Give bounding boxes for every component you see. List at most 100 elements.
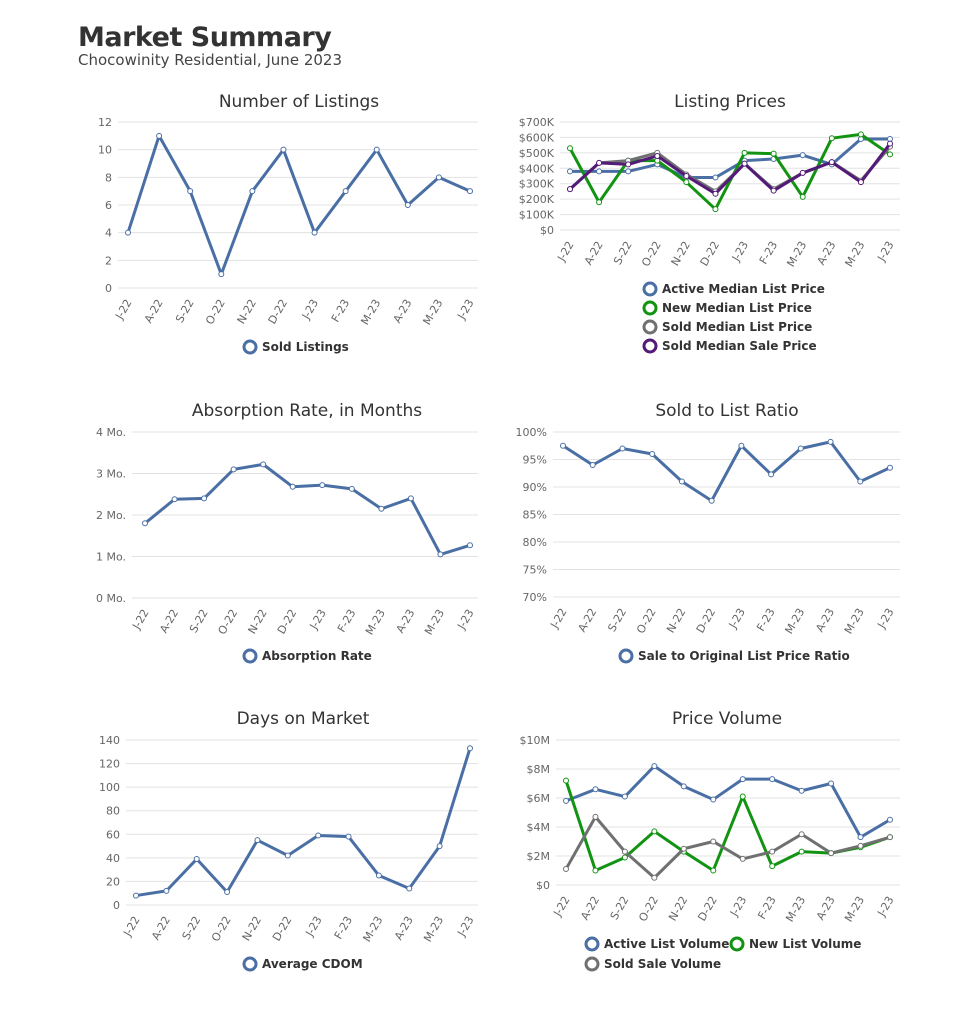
data-point (254, 837, 261, 844)
data-point (798, 831, 805, 838)
chart-days-on-market: Days on Market 0 20 40 60 80 100 120 140 J-22 A-22… (99, 709, 478, 972)
data-point (712, 206, 719, 213)
y-tick-label: 85% (523, 509, 547, 522)
x-tick-label: D-22 (694, 606, 718, 635)
x-tick-label: J-22 (112, 297, 134, 322)
data-point (560, 442, 566, 449)
x-tick-label: J-23 (303, 914, 325, 939)
chart-title: Number of Listings (219, 92, 379, 112)
data-point (887, 151, 893, 158)
chart-listing-prices: Listing Prices $0 $100K $200K $300K $400K $500… (519, 92, 900, 354)
legend-label: Sold Sale Volume (604, 957, 721, 971)
x-tick-label: A-23 (815, 239, 839, 267)
series-line (565, 764, 891, 839)
x-tick-label: A-22 (575, 606, 599, 634)
legend-marker-icon (642, 281, 658, 297)
legend-label: Sold Median List Price (662, 320, 812, 334)
x-tick-label: O-22 (636, 894, 661, 924)
series-line (570, 137, 890, 180)
data-point (741, 149, 748, 156)
x-tick-label: J-23 (874, 894, 896, 919)
data-point (280, 146, 287, 153)
y-tick-label: 120 (99, 758, 120, 771)
data-point (798, 848, 805, 855)
x-tick-label: M-23 (784, 239, 809, 269)
data-point (596, 168, 603, 175)
data-point (311, 229, 318, 236)
data-point (857, 179, 864, 186)
data-point (589, 462, 596, 468)
data-point (592, 786, 599, 793)
series-line (564, 815, 891, 880)
y-tick-label: $500K (519, 147, 555, 160)
data-point (163, 887, 170, 894)
data-point (467, 188, 473, 195)
data-point (797, 445, 804, 452)
series-line (144, 462, 471, 556)
legend-label: Sale to Original List Price Ratio (638, 649, 850, 663)
data-point (342, 188, 349, 195)
chart-absorption-rate-in-months: Absorption Rate, in Months 0 Mo. 1 Mo. 2 Mo… (96, 401, 478, 664)
y-tick-label: $4M (527, 821, 551, 834)
y-tick-label: $10M (520, 734, 551, 747)
x-tick-label: O-22 (209, 914, 234, 944)
data-point (467, 745, 473, 752)
x-tick-label: S-22 (173, 297, 197, 325)
x-tick-label: A-22 (582, 239, 606, 267)
data-point (142, 520, 148, 527)
chart-title: Listing Prices (674, 92, 786, 112)
data-point (230, 466, 237, 473)
data-point (133, 892, 139, 899)
data-point (827, 438, 834, 445)
y-tick-label: $400K (519, 162, 555, 175)
x-tick-label: J-22 (129, 607, 151, 632)
data-point (769, 776, 776, 783)
x-tick-label: J-22 (120, 914, 142, 939)
legend-marker-icon (642, 338, 658, 354)
data-point (596, 159, 603, 166)
data-point (770, 150, 777, 157)
data-point (680, 783, 687, 790)
data-point (887, 816, 893, 823)
x-tick-label: J-23 (729, 239, 751, 264)
x-tick-label: S-22 (608, 894, 632, 922)
data-point (710, 796, 717, 803)
y-tick-label: 40 (106, 852, 120, 865)
y-tick-label: 20 (106, 875, 120, 888)
x-tick-label: J-23 (874, 606, 896, 631)
series-line (568, 142, 892, 196)
x-tick-label: A-23 (394, 607, 418, 635)
data-point (567, 186, 573, 193)
legend-marker-icon (642, 319, 658, 335)
data-point (654, 152, 661, 159)
y-tick-label: 95% (523, 454, 547, 467)
x-tick-label: F-23 (329, 297, 352, 325)
y-tick-label: $2M (527, 850, 551, 863)
legend-marker-icon (642, 300, 658, 316)
y-tick-label: 3 Mo. (96, 468, 126, 481)
data-point (828, 780, 835, 787)
y-tick-label: 2 (105, 254, 112, 267)
data-point (284, 852, 291, 859)
legend-label: Sold Median Sale Price (662, 339, 817, 353)
data-point (404, 202, 411, 208)
data-point (378, 505, 385, 512)
data-point (625, 168, 632, 175)
x-tick-label: F-23 (332, 914, 355, 942)
data-point (769, 848, 776, 855)
data-point (738, 442, 745, 449)
data-point (125, 229, 131, 236)
x-tick-label: A-23 (813, 606, 837, 634)
y-tick-label: 100 (99, 781, 120, 794)
x-tick-label: A-23 (391, 297, 415, 325)
data-point (857, 478, 864, 485)
data-point (621, 793, 628, 800)
data-point (567, 145, 573, 152)
x-tick-label: O-22 (216, 607, 241, 637)
data-point (710, 867, 717, 874)
y-tick-label: $200K (519, 193, 555, 206)
x-tick-label: J-23 (454, 914, 476, 939)
page-title: Market Summary (78, 22, 332, 53)
legend-label: New List Volume (749, 937, 861, 951)
x-tick-label: M-23 (361, 914, 386, 944)
